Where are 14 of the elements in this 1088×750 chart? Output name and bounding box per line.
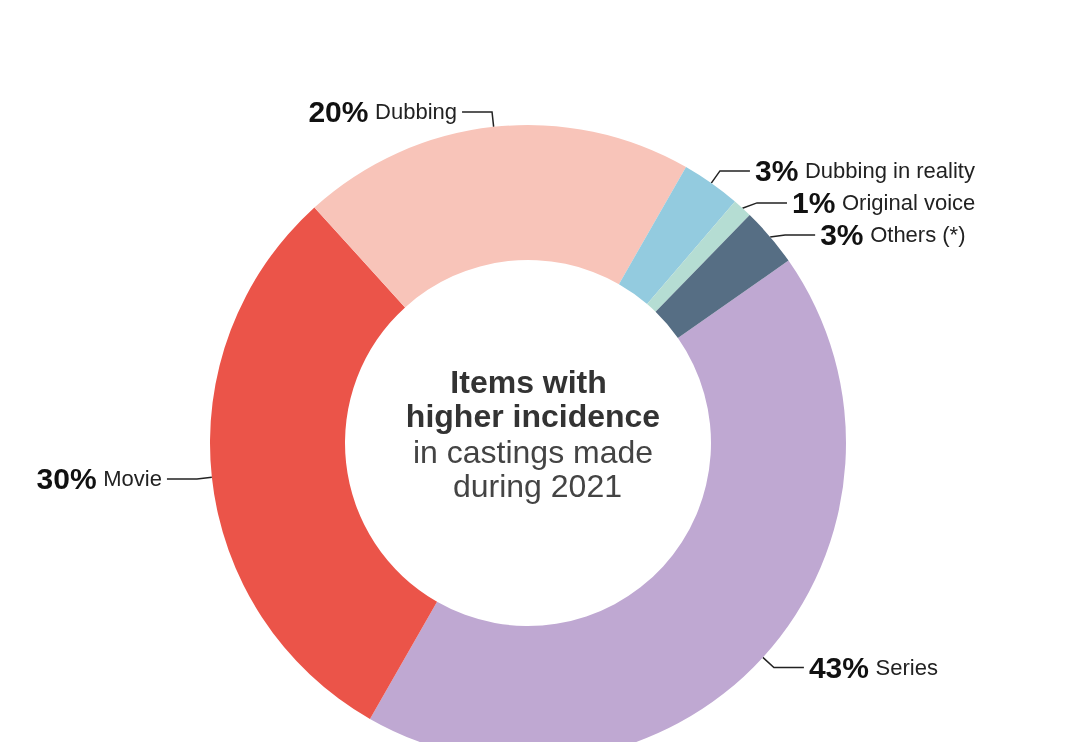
slice-label: Movie <box>103 466 162 492</box>
text: in castings made during 2021 <box>412 434 654 504</box>
data-label: 3% <box>820 218 864 252</box>
data-label: 3% <box>754 154 799 188</box>
data-label: 30% <box>36 462 97 496</box>
data-label: 1% <box>791 186 836 220</box>
text: Items with higher incidence <box>405 364 661 434</box>
slice-label: Others (*) <box>870 222 966 248</box>
slice-label: Series <box>875 655 938 681</box>
data-label: 43% <box>808 651 869 685</box>
slice-label: Original voice <box>842 190 976 216</box>
slice-label: Dubbing in reality <box>804 158 975 184</box>
slice-label: Dubbing <box>375 99 458 125</box>
data-label: 20% <box>308 95 369 129</box>
